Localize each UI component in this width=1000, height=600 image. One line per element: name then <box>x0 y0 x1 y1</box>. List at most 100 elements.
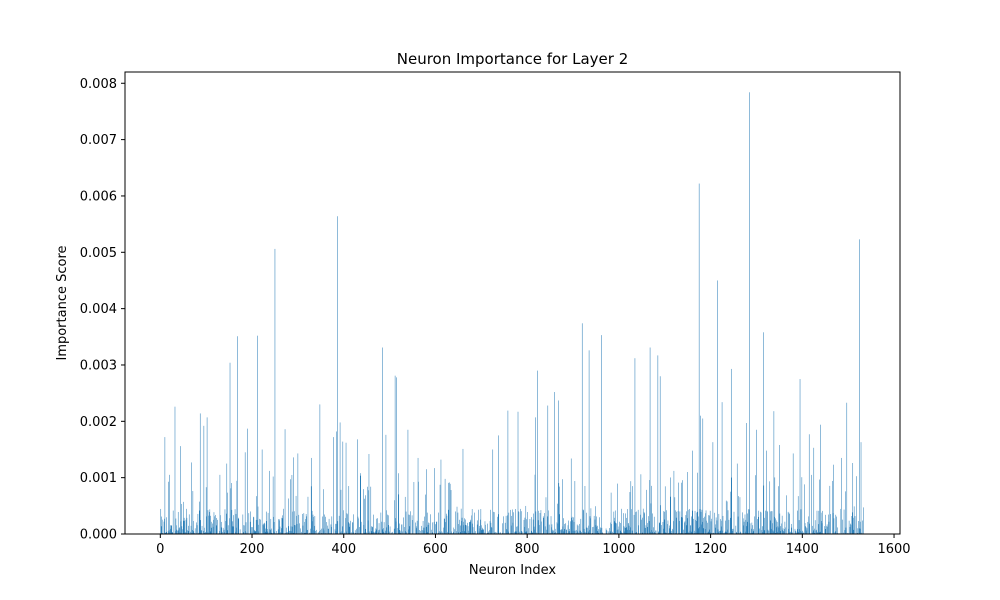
bar <box>524 526 525 534</box>
bar <box>736 531 737 534</box>
bar <box>533 526 535 534</box>
bar <box>433 521 435 534</box>
bar <box>621 508 622 534</box>
bar <box>379 529 380 534</box>
bar <box>401 524 402 534</box>
bar <box>777 526 779 534</box>
bar <box>675 517 677 534</box>
bar <box>507 410 509 534</box>
bar <box>754 516 755 534</box>
bar <box>787 511 789 534</box>
bar <box>616 523 617 534</box>
bar <box>581 531 582 534</box>
bar <box>475 531 476 534</box>
bar <box>661 525 662 534</box>
bar <box>166 517 167 534</box>
bar <box>583 528 585 534</box>
bar <box>845 491 846 534</box>
bar <box>817 532 818 534</box>
bar <box>682 480 683 534</box>
bar <box>535 417 536 534</box>
bar <box>304 521 305 534</box>
bar <box>322 516 323 534</box>
bar <box>191 462 192 534</box>
bar <box>725 520 726 534</box>
bar <box>846 402 848 534</box>
bar <box>827 526 828 534</box>
bar <box>581 323 583 534</box>
bar <box>614 517 615 534</box>
bar <box>272 476 274 534</box>
bar <box>526 531 527 534</box>
bar <box>387 515 389 534</box>
bar <box>521 531 523 534</box>
bar <box>731 529 733 534</box>
bar <box>599 517 600 534</box>
bar <box>348 486 350 534</box>
y-tick-label: 0.004 <box>80 302 117 317</box>
bar <box>684 522 685 534</box>
bar <box>776 521 778 534</box>
bar <box>256 519 258 534</box>
chart-title: Neuron Importance for Layer 2 <box>397 50 629 68</box>
bar <box>792 453 794 534</box>
bar <box>825 529 826 534</box>
bar <box>356 528 357 534</box>
bar <box>293 511 295 534</box>
bar <box>625 513 626 534</box>
bar <box>701 509 703 534</box>
bar <box>267 512 269 534</box>
bar <box>224 532 225 534</box>
bar <box>256 496 257 534</box>
bar <box>843 509 845 534</box>
bar <box>504 522 506 534</box>
bar <box>408 514 410 534</box>
bar <box>782 528 784 534</box>
bar <box>376 518 378 534</box>
bar <box>398 494 400 534</box>
bar <box>188 525 189 534</box>
bar <box>438 512 439 534</box>
bar <box>266 521 267 534</box>
bar <box>736 532 737 534</box>
bar <box>302 525 304 534</box>
bar <box>479 528 481 534</box>
bar <box>520 511 522 534</box>
bar <box>323 489 324 534</box>
bar <box>713 532 714 534</box>
y-tick-label: 0.001 <box>80 471 117 486</box>
bar <box>642 532 643 534</box>
bar <box>210 521 212 534</box>
bar <box>708 515 710 534</box>
bar <box>568 531 570 534</box>
bar <box>377 518 378 534</box>
bar <box>580 530 581 534</box>
bar <box>314 525 315 534</box>
bar <box>399 530 400 534</box>
bar <box>187 530 189 534</box>
bar <box>465 519 466 534</box>
bar <box>321 528 322 534</box>
bar <box>279 520 280 534</box>
bar <box>245 522 247 534</box>
bar <box>767 529 769 534</box>
bar <box>169 474 170 534</box>
bar <box>717 280 718 534</box>
bar <box>373 514 374 534</box>
bar <box>454 529 455 534</box>
bar <box>615 522 616 534</box>
bar <box>455 511 456 534</box>
bar <box>271 528 272 534</box>
bar <box>721 402 723 534</box>
bar <box>179 527 180 534</box>
bar <box>679 520 680 534</box>
bar <box>547 516 548 534</box>
bar <box>244 525 245 534</box>
bar <box>724 532 726 534</box>
bar <box>393 528 395 534</box>
bar <box>675 510 676 534</box>
bar <box>812 525 813 534</box>
bar <box>278 519 279 534</box>
bar <box>213 519 214 534</box>
bar <box>645 525 647 534</box>
